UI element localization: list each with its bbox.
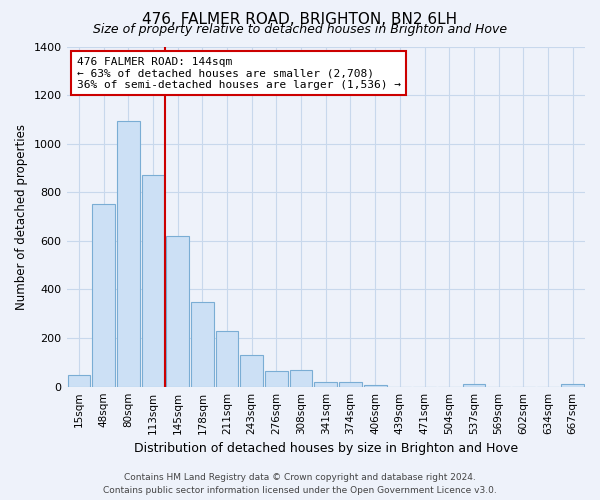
Bar bbox=[265, 371, 288, 386]
Bar bbox=[314, 382, 337, 386]
X-axis label: Distribution of detached houses by size in Brighton and Hove: Distribution of detached houses by size … bbox=[134, 442, 518, 455]
Bar bbox=[92, 204, 115, 386]
Text: 476, FALMER ROAD, BRIGHTON, BN2 6LH: 476, FALMER ROAD, BRIGHTON, BN2 6LH bbox=[142, 12, 458, 28]
Y-axis label: Number of detached properties: Number of detached properties bbox=[15, 124, 28, 310]
Bar bbox=[241, 355, 263, 386]
Bar bbox=[191, 302, 214, 386]
Text: 476 FALMER ROAD: 144sqm
← 63% of detached houses are smaller (2,708)
36% of semi: 476 FALMER ROAD: 144sqm ← 63% of detache… bbox=[77, 56, 401, 90]
Text: Size of property relative to detached houses in Brighton and Hove: Size of property relative to detached ho… bbox=[93, 22, 507, 36]
Bar bbox=[290, 370, 313, 386]
Bar bbox=[339, 382, 362, 386]
Bar bbox=[166, 236, 189, 386]
Bar bbox=[142, 176, 164, 386]
Bar bbox=[117, 120, 140, 386]
Bar bbox=[68, 374, 90, 386]
Text: Contains HM Land Registry data © Crown copyright and database right 2024.
Contai: Contains HM Land Registry data © Crown c… bbox=[103, 473, 497, 495]
Bar bbox=[561, 384, 584, 386]
Bar bbox=[215, 332, 238, 386]
Bar bbox=[463, 384, 485, 386]
